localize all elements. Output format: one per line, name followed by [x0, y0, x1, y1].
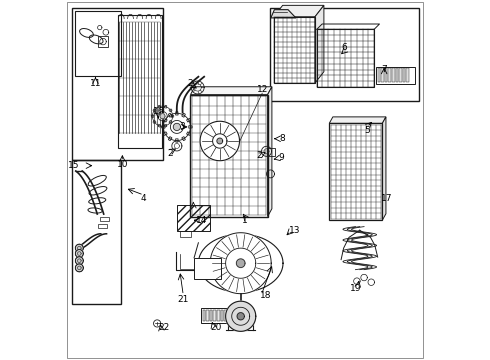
Bar — [376, 67, 415, 84]
Text: 4: 4 — [141, 194, 147, 203]
Polygon shape — [329, 117, 386, 123]
Polygon shape — [382, 117, 386, 220]
Bar — [224, 310, 227, 321]
Text: 2: 2 — [257, 151, 262, 160]
Polygon shape — [160, 114, 165, 119]
Polygon shape — [75, 244, 83, 252]
Bar — [72, 160, 122, 304]
Text: 16: 16 — [152, 107, 164, 116]
Polygon shape — [237, 313, 245, 320]
Text: 19: 19 — [350, 284, 361, 293]
Bar — [317, 30, 374, 87]
Polygon shape — [225, 301, 256, 331]
Bar — [389, 68, 391, 82]
Text: 18: 18 — [260, 291, 271, 300]
Bar — [74, 12, 122, 76]
Bar — [177, 205, 210, 231]
Polygon shape — [191, 87, 272, 95]
Bar — [385, 68, 388, 82]
Text: 22: 22 — [159, 323, 170, 332]
Text: 6: 6 — [342, 43, 347, 52]
Bar — [210, 310, 212, 321]
Text: 7: 7 — [381, 65, 387, 74]
Bar — [267, 148, 275, 156]
Bar — [203, 310, 205, 321]
Polygon shape — [75, 257, 83, 265]
Polygon shape — [268, 87, 272, 217]
Bar — [329, 123, 382, 220]
Text: 5: 5 — [364, 126, 370, 135]
Bar — [180, 231, 191, 237]
Bar — [406, 68, 409, 82]
Text: 2: 2 — [168, 149, 173, 158]
Text: 9: 9 — [279, 153, 285, 162]
Bar — [392, 68, 394, 82]
Bar — [100, 217, 109, 221]
Bar — [378, 68, 380, 82]
Bar — [206, 310, 209, 321]
Polygon shape — [315, 5, 324, 83]
Text: 17: 17 — [381, 194, 392, 203]
Text: 15: 15 — [68, 161, 79, 170]
Bar — [395, 68, 398, 82]
Bar — [98, 224, 107, 228]
Bar — [194, 258, 221, 279]
Text: 1: 1 — [242, 216, 248, 225]
Bar — [118, 15, 162, 148]
Polygon shape — [271, 10, 296, 18]
Text: 11: 11 — [90, 80, 101, 89]
Bar — [214, 310, 216, 321]
Bar — [98, 36, 108, 47]
Bar — [217, 310, 220, 321]
Bar — [220, 310, 223, 321]
Polygon shape — [75, 264, 83, 272]
Text: 2: 2 — [188, 80, 193, 89]
Bar — [274, 17, 315, 83]
Text: 12: 12 — [257, 85, 268, 94]
Text: 8: 8 — [280, 134, 286, 143]
Polygon shape — [200, 121, 240, 161]
Polygon shape — [210, 233, 271, 294]
Polygon shape — [274, 5, 324, 17]
Bar — [381, 68, 384, 82]
Text: 3: 3 — [179, 122, 185, 131]
Bar — [403, 68, 405, 82]
Bar — [270, 8, 419, 101]
Text: 13: 13 — [289, 226, 300, 235]
Text: 10: 10 — [117, 161, 128, 170]
Bar — [399, 68, 402, 82]
Text: 20: 20 — [210, 323, 221, 332]
Text: 14: 14 — [196, 216, 207, 225]
Bar — [191, 95, 268, 217]
Text: 21: 21 — [178, 294, 189, 303]
Polygon shape — [173, 123, 180, 131]
Polygon shape — [217, 138, 222, 144]
Bar — [72, 8, 163, 160]
Polygon shape — [236, 259, 245, 267]
Polygon shape — [75, 249, 83, 257]
Bar — [201, 309, 231, 323]
